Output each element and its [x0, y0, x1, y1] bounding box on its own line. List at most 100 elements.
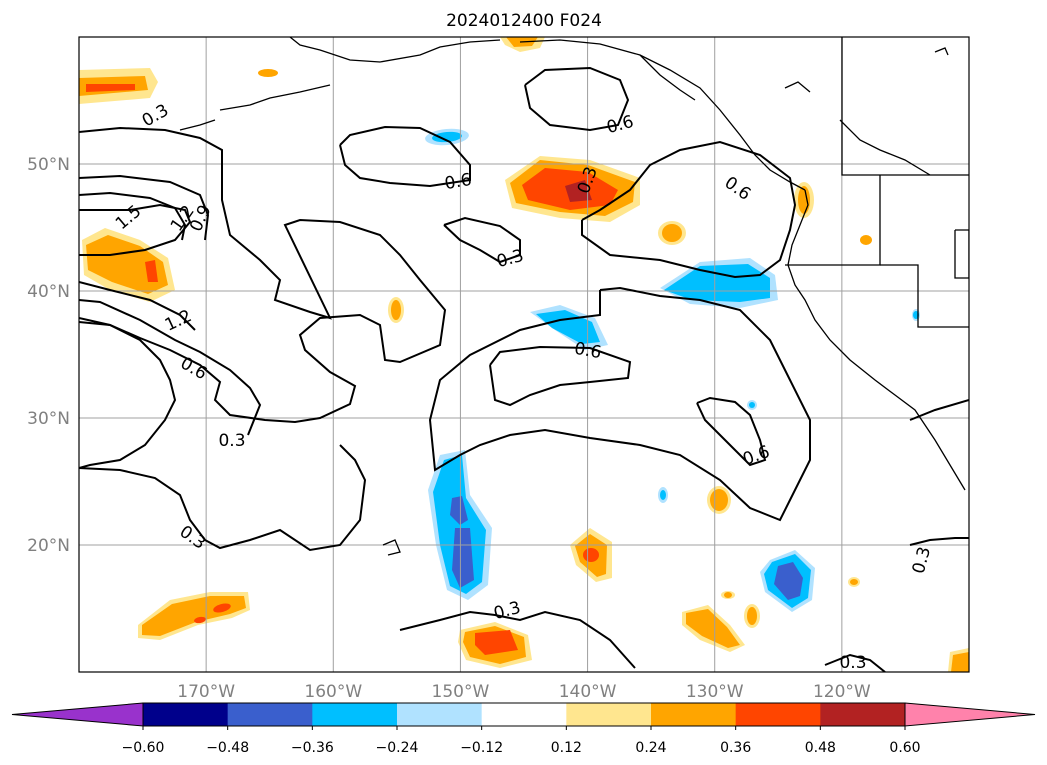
colorbar-tick-label: 0.24: [635, 740, 666, 756]
contour-line: [79, 281, 196, 331]
contour-lines: [79, 66, 969, 672]
coastline-segment: [934, 47, 949, 56]
shaded-region: [450, 496, 468, 525]
colorbar-extend-max: [904, 702, 1036, 727]
shaded-region: [747, 607, 757, 625]
contour-line: [696, 396, 767, 467]
colorbar-frame: [142, 702, 906, 727]
shaded-region: [258, 69, 278, 77]
shaded-region: [749, 402, 755, 408]
contour-line: [339, 125, 471, 188]
contour-line: [489, 345, 632, 407]
contour-line: [79, 174, 210, 241]
colorbar-segment: [312, 703, 398, 726]
colorbar-tick-label: −0.36: [291, 740, 334, 756]
shaded-region: [452, 528, 474, 588]
shaded-region: [194, 616, 206, 624]
contour-line: [79, 321, 177, 469]
contour-label: 0.6: [573, 339, 603, 363]
shaded-region: [565, 180, 592, 202]
colorbar-segment: [651, 703, 737, 726]
contour-line: [79, 191, 187, 241]
lon-tick-label: 120°W: [813, 682, 871, 702]
colorbar-tick-label: 0.36: [720, 740, 751, 756]
colorbar-segment: [227, 703, 313, 726]
coastline-segment: [839, 119, 931, 176]
shaded-region: [475, 630, 518, 655]
lat-tick-label: 40°N: [27, 282, 70, 302]
map-area: 0.30.30.30.30.30.30.30.30.60.60.60.60.60…: [79, 37, 969, 673]
shaded-region: [86, 235, 168, 294]
contour-line: [79, 299, 262, 436]
shaded-region: [86, 84, 135, 92]
lon-tick-label: 140°W: [559, 682, 617, 702]
colorbar-segment: [820, 703, 906, 726]
coastline-segment: [787, 189, 966, 491]
shaded-region: [664, 264, 770, 302]
contour-line: [909, 399, 969, 421]
contour-label: 0.3: [839, 653, 866, 673]
contour-line: [524, 66, 630, 132]
shaded-region: [662, 224, 682, 242]
shaded-region: [583, 548, 599, 562]
coastline-segment: [179, 119, 216, 131]
lat-tick-label: 20°N: [27, 536, 70, 556]
shaded-region: [391, 300, 401, 320]
coastline-segment: [880, 264, 969, 328]
contour-line: [79, 126, 447, 424]
contour-label: 0.6: [443, 170, 473, 194]
latitude-tick-labels: 50°N 40°N 30°N 20°N: [27, 155, 70, 556]
shaded-region: [213, 603, 231, 613]
colorbar-tick-labels: −0.60 −0.48 −0.36 −0.24 −0.12 0.12 0.24 0.36 0.4…: [122, 726, 921, 756]
shaded-region: [145, 260, 158, 282]
coastline-segment: [841, 37, 969, 176]
colorbar-tick-label: −0.24: [376, 740, 419, 756]
colorbar-segment: [566, 703, 652, 726]
graticule: [79, 37, 969, 672]
shaded-region: [774, 562, 803, 600]
coastlines: [179, 37, 969, 556]
lon-tick-label: 150°W: [432, 682, 490, 702]
shaded-region: [660, 490, 666, 500]
contour-line: [399, 610, 636, 669]
colorbar: [11, 702, 1036, 727]
colorbar-tick-label: −0.60: [122, 740, 165, 756]
longitude-tick-labels: 170°W 160°W 150°W 140°W 130°W 120°W: [177, 682, 871, 702]
shaded-region: [951, 652, 969, 672]
shaded-region: [536, 310, 600, 344]
shaded-region: [850, 579, 858, 585]
lat-tick-label: 50°N: [27, 155, 70, 175]
lat-tick-label: 30°N: [27, 409, 70, 429]
colorbar-tick-label: −0.12: [460, 740, 503, 756]
colorbar-segment: [735, 703, 821, 726]
map-background: [79, 37, 969, 672]
contour-line: [79, 444, 367, 552]
coastline-segment: [784, 81, 811, 93]
contour-line: [428, 286, 811, 522]
contour-line: [443, 216, 521, 264]
coastline-segment: [519, 39, 806, 191]
colorbar-segment: [481, 703, 567, 726]
colorbar-tick-label: 0.12: [551, 740, 582, 756]
shaded-region: [686, 609, 740, 648]
colorbar-segment: [397, 703, 483, 726]
contour-line: [581, 140, 797, 279]
coastline-segment: [382, 539, 401, 556]
colorbar-extend-min: [11, 702, 144, 727]
shaded-region: [432, 131, 462, 143]
coastline-segment: [289, 37, 501, 63]
lon-tick-label: 130°W: [686, 682, 744, 702]
lon-tick-label: 170°W: [177, 682, 235, 702]
contour-line: [79, 203, 192, 256]
coastline-segment: [219, 84, 331, 111]
coastline-segment: [639, 54, 696, 101]
contour-label: 0.3: [218, 431, 245, 451]
shaded-region: [710, 489, 728, 511]
shaded-region: [724, 592, 732, 598]
coastline-segment: [954, 229, 969, 279]
chart-title: 2024012400 F024: [446, 11, 602, 31]
contour-line: [824, 653, 886, 672]
contour-line: [909, 537, 969, 546]
colorbar-tick-label: 0.60: [889, 740, 920, 756]
